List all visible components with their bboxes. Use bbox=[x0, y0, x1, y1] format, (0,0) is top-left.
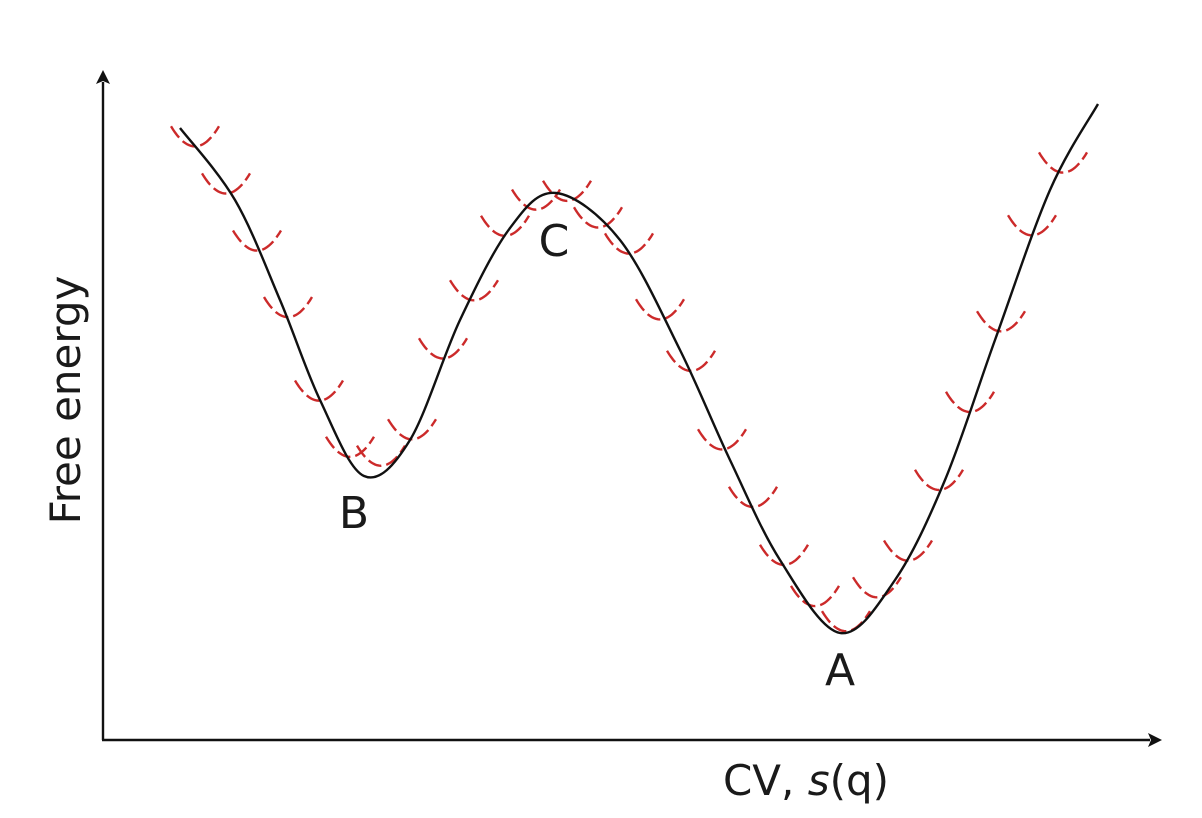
umbrella-window bbox=[510, 188, 562, 211]
umbrella-window bbox=[355, 444, 407, 468]
point-label-a: A bbox=[825, 645, 855, 696]
umbrella-window bbox=[851, 576, 903, 599]
y-axis-label: Free energy bbox=[41, 276, 90, 525]
umbrella-window bbox=[913, 469, 965, 492]
umbrella-window bbox=[634, 298, 686, 321]
x-axis-label-symbol: s bbox=[808, 756, 830, 805]
umbrella-window bbox=[758, 544, 810, 567]
umbrella-window bbox=[572, 206, 624, 229]
umbrella-window bbox=[541, 180, 593, 203]
point-label-b: B bbox=[339, 488, 369, 539]
umbrella-window bbox=[1037, 151, 1089, 174]
umbrella-window bbox=[479, 215, 531, 238]
umbrella-window bbox=[231, 229, 283, 252]
umbrella-window bbox=[789, 585, 841, 608]
free-energy-curve bbox=[179, 103, 1100, 635]
umbrella-window bbox=[169, 125, 221, 148]
umbrella-window bbox=[696, 428, 748, 451]
umbrella-window bbox=[975, 310, 1027, 333]
umbrella-window bbox=[200, 172, 252, 195]
umbrella-windows bbox=[169, 125, 1089, 633]
umbrella-window bbox=[293, 379, 345, 402]
x-axis-label: CV, s(q) bbox=[723, 756, 889, 805]
x-axis-label-arg: (q) bbox=[830, 756, 889, 805]
umbrella-window bbox=[417, 337, 469, 360]
umbrella-window bbox=[448, 279, 500, 302]
umbrella-window bbox=[324, 436, 376, 459]
x-axis-label-prefix: CV, bbox=[723, 756, 808, 805]
umbrella-window bbox=[262, 296, 314, 319]
point-label-c: C bbox=[539, 216, 570, 267]
umbrella-window bbox=[727, 486, 779, 509]
umbrella-window bbox=[665, 350, 717, 373]
umbrella-window bbox=[1006, 214, 1058, 237]
umbrella-window bbox=[386, 418, 438, 441]
